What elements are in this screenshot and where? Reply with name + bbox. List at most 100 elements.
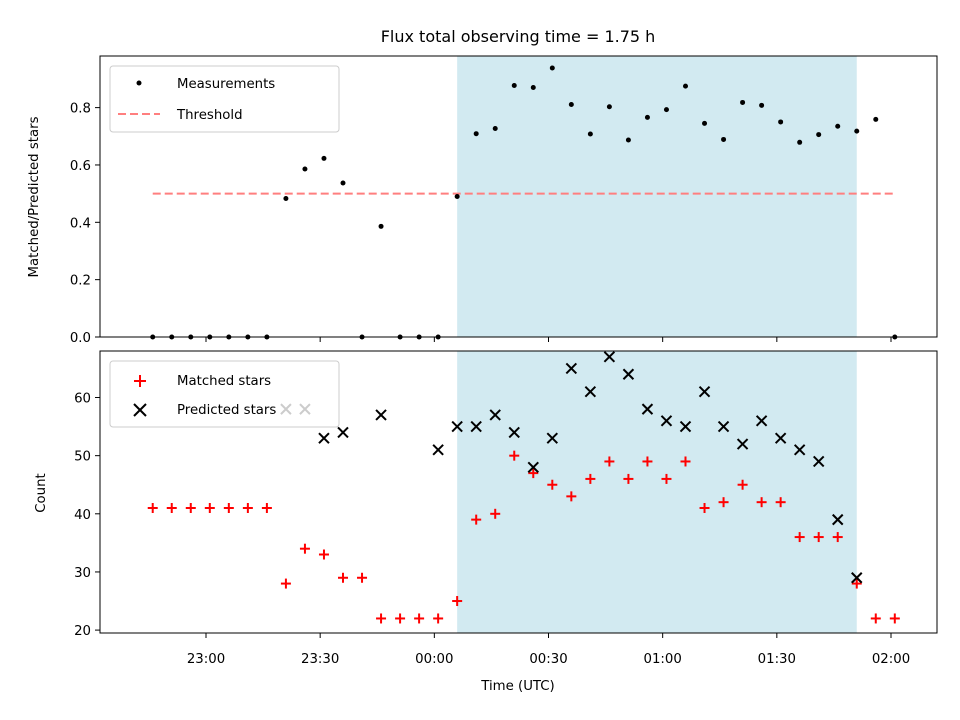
matched-star-point: [242, 502, 253, 513]
x-tick-label: 01:30: [758, 652, 796, 667]
legend-predicted-label: Predicted stars: [177, 403, 276, 418]
matched-star-point: [737, 479, 748, 490]
predicted-star-point: [832, 513, 844, 526]
measurement-point: [492, 126, 498, 132]
bottom-y-ticks: 20 30 40 50 60: [74, 392, 100, 639]
x-tick-label: 02:00: [872, 652, 910, 667]
top-y-ticks: 0.0 0.2 0.4 0.6 0.8: [70, 102, 100, 346]
y-tick-label: 0.6: [70, 159, 91, 174]
legend-measurements-marker: [136, 80, 142, 86]
top-observing-window: [457, 56, 857, 337]
predicted-star-point: [660, 415, 673, 427]
predicted-star-point: [679, 420, 692, 433]
bottom-y-axis-label: Count: [34, 473, 49, 513]
predicted-star-point: [546, 432, 559, 444]
y-tick-label: 50: [74, 450, 91, 465]
legend-threshold-label: Threshold: [176, 108, 243, 123]
measurement-point: [606, 104, 612, 110]
matched-star-point: [318, 549, 329, 560]
predicted-star-point: [489, 409, 501, 421]
matched-star-point: [357, 572, 368, 583]
y-tick-label: 0.0: [70, 331, 91, 346]
top-legend: Measurements Threshold: [109, 65, 340, 133]
predicted-star-point: [318, 432, 330, 444]
top-x-ticks: [205, 337, 892, 342]
x-tick-label: 01:00: [644, 652, 682, 667]
top-axes-frame: [99, 55, 938, 338]
measurement-point: [835, 123, 841, 129]
predicted-star-point: [508, 426, 520, 439]
matched-star-point: [509, 450, 520, 461]
matched-star-point: [718, 497, 729, 508]
x-axis-label: Time (UTC): [480, 679, 555, 694]
measurement-point: [511, 83, 517, 89]
measurement-point: [473, 131, 479, 137]
measurement-point: [454, 194, 460, 199]
y-tick-label: 0.8: [70, 102, 91, 117]
predicted-star-point: [755, 415, 768, 427]
matched-star-point: [832, 532, 843, 543]
bottom-panel: 20 30 40 50 60 23:00 23:30 00:00 00:30 01:00 01:3…: [34, 350, 938, 694]
matched-star-point: [490, 508, 501, 519]
predicted-star-point: [527, 461, 539, 473]
matched-star-point: [794, 532, 805, 543]
predicted-star-point: [812, 455, 825, 468]
y-tick-label: 40: [74, 508, 91, 523]
bottom-legend: Matched stars Predicted stars: [109, 360, 340, 428]
matched-star-point: [661, 473, 672, 484]
bottom-legend-box: [109, 360, 340, 428]
predicted-star-point: [603, 351, 616, 363]
measurement-point: [778, 119, 784, 125]
measurement-point: [816, 132, 822, 138]
matched-star-point: [870, 613, 881, 624]
matched-star-point: [680, 456, 691, 467]
y-tick-label: 60: [74, 392, 91, 407]
measurement-point: [568, 101, 574, 107]
predicted-star-point: [375, 409, 387, 421]
top-panel: 0.00.20.40.60.8 Matched/Predicted stars …: [27, 55, 938, 346]
matched-star-point: [280, 578, 291, 589]
measurement-point: [302, 166, 308, 172]
measurement-point: [530, 85, 536, 91]
measurement-point: [283, 196, 289, 202]
predicted-star-point: [717, 420, 730, 433]
legend-predicted-marker: [133, 403, 147, 417]
predicted-star-point: [736, 438, 749, 450]
predicted-star-point: [793, 444, 806, 456]
predicted-star-point: [565, 362, 578, 375]
measurement-point: [740, 99, 746, 105]
measurement-point: [378, 223, 384, 229]
matched-star-point: [223, 502, 234, 513]
matched-star-point: [566, 491, 577, 502]
x-tick-label: 00:00: [415, 652, 453, 667]
measurement-point: [644, 114, 650, 120]
predicted-star-point: [432, 444, 444, 456]
bottom-marks: [147, 351, 900, 624]
predicted-star-point: [622, 368, 635, 380]
predicted-star-point: [774, 432, 787, 444]
legend-matched-label: Matched stars: [177, 374, 271, 389]
matched-star-point: [185, 502, 196, 513]
measurement-point: [702, 120, 708, 126]
chart-title: Flux total observing time = 1.75 h: [381, 27, 656, 46]
top-legend-box: [109, 65, 340, 133]
matched-star-point: [414, 613, 425, 624]
measurement-point: [340, 180, 346, 186]
matched-star-point: [433, 613, 444, 624]
matched-star-point: [452, 596, 463, 607]
predicted-star-point: [337, 426, 349, 439]
bottom-observing-window: [457, 351, 857, 633]
predicted-star-point: [451, 420, 463, 433]
matched-star-point: [338, 572, 348, 583]
bottom-axes-frame: [99, 350, 938, 634]
predicted-star-point: [698, 385, 711, 398]
matched-star-point: [166, 502, 177, 513]
matched-star-point: [471, 514, 482, 525]
matched-star-point: [585, 473, 596, 484]
matched-star-point: [756, 497, 767, 508]
matched-star-point: [299, 543, 310, 554]
measurement-point: [854, 128, 860, 134]
measurement-point: [587, 131, 593, 137]
predicted-star-point: [470, 420, 482, 433]
measurement-point: [721, 136, 727, 142]
